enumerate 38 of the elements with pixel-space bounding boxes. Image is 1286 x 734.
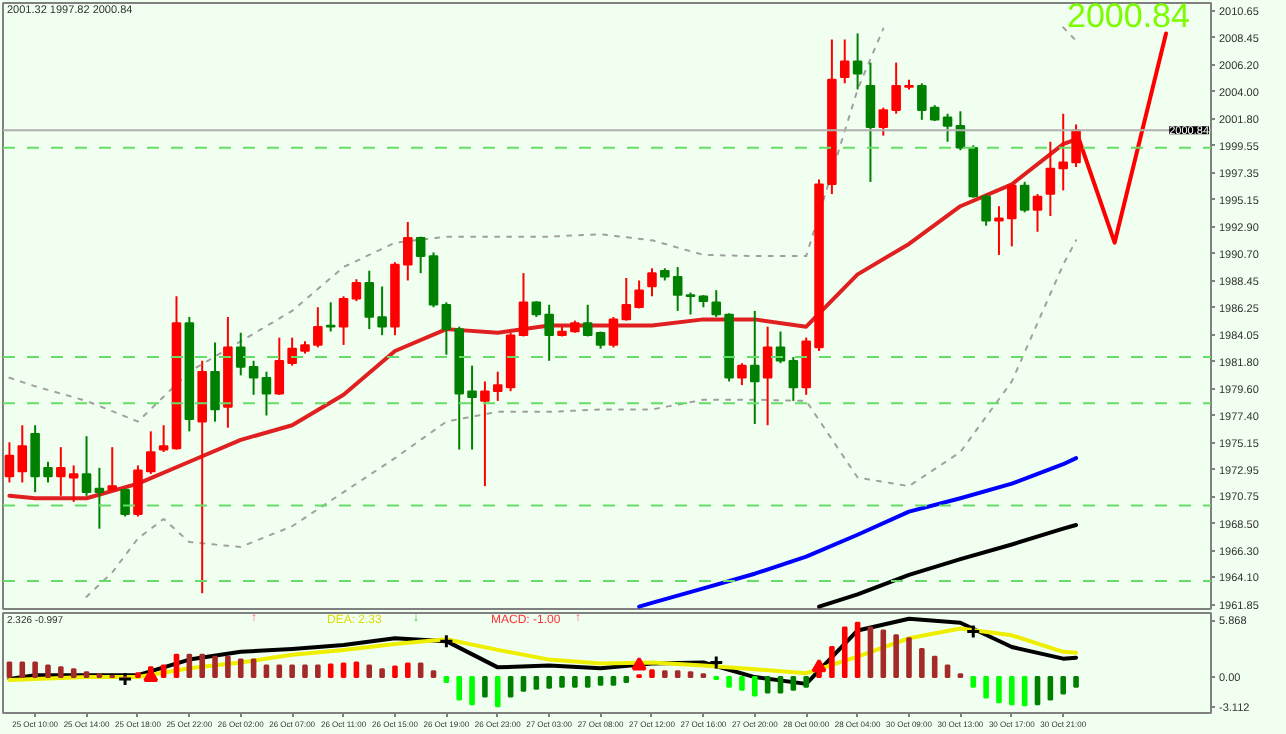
candlestick (94, 466, 105, 530)
candlestick (364, 269, 375, 331)
candlestick (750, 309, 760, 426)
annotation: 2000.84 (1067, 0, 1190, 35)
candlestick (377, 285, 387, 337)
point (965, 623, 981, 639)
candlestick (788, 356, 799, 402)
candlestick (839, 38, 850, 85)
candlestick (415, 235, 426, 275)
candlestick (608, 315, 619, 349)
point (631, 657, 647, 671)
candlestick (1019, 180, 1030, 214)
line-series (85, 239, 1078, 598)
candlestick (351, 278, 362, 303)
candlestick (107, 446, 118, 491)
candlestick (737, 362, 747, 387)
candlestick (942, 112, 953, 143)
candlestick (852, 32, 863, 91)
candlestick (647, 267, 657, 298)
candlestick (338, 295, 349, 346)
candlestick (261, 370, 272, 417)
candlestick (685, 291, 696, 316)
candlestick (158, 424, 169, 454)
candlestick (313, 306, 323, 349)
line-series (7, 616, 1079, 686)
candlestick (865, 61, 876, 183)
line-series (8, 27, 885, 423)
line-series (7, 626, 1079, 682)
line-series (817, 523, 1079, 609)
candlestick (81, 435, 92, 497)
line-series (637, 456, 1079, 609)
candlestick (762, 325, 773, 427)
point (708, 655, 724, 671)
candlestick (518, 272, 529, 338)
point (117, 671, 133, 687)
candlestick (1032, 193, 1043, 233)
candlestick (210, 341, 220, 423)
point (438, 633, 454, 649)
